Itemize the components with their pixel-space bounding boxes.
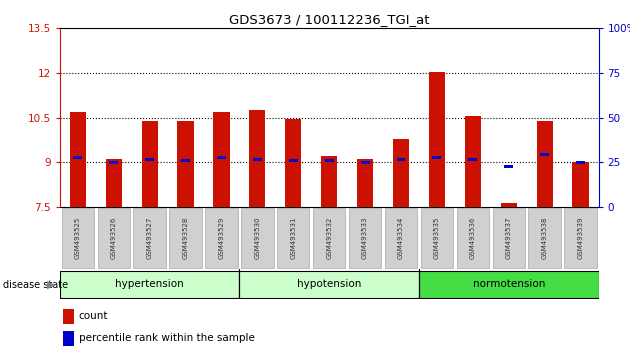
Text: GSM493530: GSM493530 — [255, 217, 260, 259]
Bar — [214, 112, 229, 207]
Bar — [429, 72, 445, 207]
Text: GSM493527: GSM493527 — [147, 217, 152, 259]
Bar — [289, 159, 298, 162]
Bar — [321, 156, 337, 207]
FancyBboxPatch shape — [313, 208, 345, 268]
Bar — [285, 119, 301, 207]
FancyBboxPatch shape — [564, 208, 597, 268]
FancyBboxPatch shape — [98, 208, 130, 268]
Text: GSM493528: GSM493528 — [183, 217, 188, 259]
Text: count: count — [79, 312, 108, 321]
Bar — [504, 165, 513, 169]
FancyBboxPatch shape — [493, 208, 525, 268]
FancyBboxPatch shape — [169, 208, 202, 268]
Bar — [393, 138, 409, 207]
Text: GSM493536: GSM493536 — [470, 217, 476, 259]
Text: GSM493535: GSM493535 — [434, 217, 440, 259]
Text: GSM493533: GSM493533 — [362, 217, 368, 259]
Text: disease state: disease state — [3, 280, 68, 290]
Text: percentile rank within the sample: percentile rank within the sample — [79, 333, 255, 343]
Text: GSM493531: GSM493531 — [290, 217, 296, 259]
FancyBboxPatch shape — [60, 270, 239, 298]
Text: GSM493525: GSM493525 — [75, 217, 81, 259]
Bar — [178, 121, 193, 207]
FancyBboxPatch shape — [457, 208, 489, 268]
FancyBboxPatch shape — [134, 208, 166, 268]
Bar — [324, 159, 334, 162]
Text: GSM493534: GSM493534 — [398, 217, 404, 259]
Bar — [73, 156, 83, 159]
FancyBboxPatch shape — [419, 270, 598, 298]
Bar — [145, 158, 154, 161]
Text: hypertension: hypertension — [115, 279, 184, 289]
Text: GSM493538: GSM493538 — [542, 217, 547, 259]
Bar — [465, 116, 481, 207]
Bar — [181, 159, 190, 162]
Title: GDS3673 / 100112236_TGI_at: GDS3673 / 100112236_TGI_at — [229, 13, 430, 26]
Text: hypotension: hypotension — [297, 279, 362, 289]
Text: GSM493539: GSM493539 — [578, 217, 583, 259]
Bar — [357, 159, 373, 207]
FancyBboxPatch shape — [239, 270, 419, 298]
Text: ▶: ▶ — [47, 280, 55, 290]
Text: normotension: normotension — [472, 279, 545, 289]
Bar — [109, 161, 118, 164]
FancyBboxPatch shape — [277, 208, 309, 268]
Text: GSM493532: GSM493532 — [326, 217, 332, 259]
FancyBboxPatch shape — [205, 208, 238, 268]
FancyBboxPatch shape — [385, 208, 417, 268]
Bar — [63, 309, 74, 324]
Text: GSM493537: GSM493537 — [506, 217, 512, 259]
Bar — [106, 159, 122, 207]
Bar — [253, 158, 262, 161]
Bar — [576, 161, 585, 164]
Bar — [142, 121, 158, 207]
Bar — [217, 156, 226, 159]
Bar — [360, 161, 370, 164]
FancyBboxPatch shape — [421, 208, 453, 268]
Text: GSM493526: GSM493526 — [111, 217, 117, 259]
Bar — [63, 331, 74, 346]
Bar — [396, 158, 406, 161]
Bar — [540, 154, 549, 156]
Bar — [537, 121, 553, 207]
Text: GSM493529: GSM493529 — [219, 217, 224, 259]
Bar — [70, 112, 86, 207]
Bar — [468, 158, 478, 161]
Bar — [501, 202, 517, 207]
Bar — [249, 110, 265, 207]
Bar — [573, 162, 588, 207]
FancyBboxPatch shape — [349, 208, 381, 268]
FancyBboxPatch shape — [241, 208, 273, 268]
FancyBboxPatch shape — [529, 208, 561, 268]
Bar — [432, 156, 442, 159]
FancyBboxPatch shape — [62, 208, 94, 268]
